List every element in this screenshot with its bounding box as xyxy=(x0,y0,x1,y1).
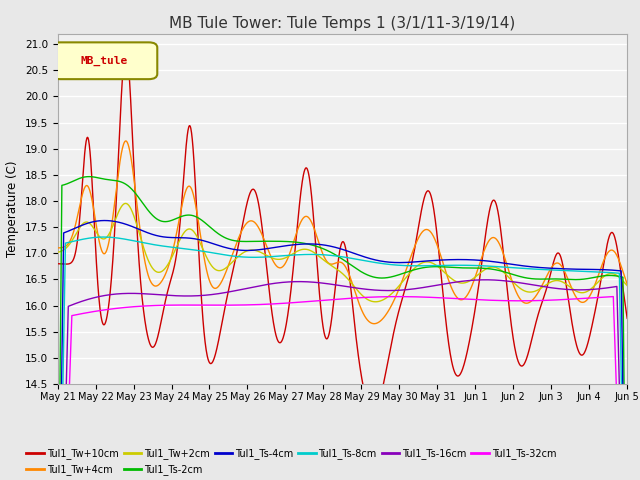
Title: MB Tule Tower: Tule Temps 1 (3/1/11-3/19/14): MB Tule Tower: Tule Temps 1 (3/1/11-3/19… xyxy=(169,16,516,31)
Legend: Tul1_Tw+10cm, Tul1_Tw+4cm, Tul1_Tw+2cm, Tul1_Ts-2cm, Tul1_Ts-4cm, Tul1_Ts-8cm, T: Tul1_Tw+10cm, Tul1_Tw+4cm, Tul1_Tw+2cm, … xyxy=(22,444,560,479)
Y-axis label: Temperature (C): Temperature (C) xyxy=(6,160,19,257)
Text: MB_tule: MB_tule xyxy=(81,56,128,66)
FancyBboxPatch shape xyxy=(52,42,157,79)
